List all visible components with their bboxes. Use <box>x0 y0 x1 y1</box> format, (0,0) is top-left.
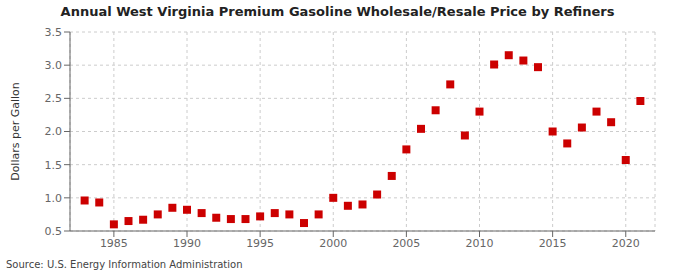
svg-text:1995: 1995 <box>246 237 274 250</box>
svg-text:Dollars per Gallon: Dollars per Gallon <box>9 82 22 181</box>
html-text:Annual West Virginia Premium G: Annual West Virginia Premium Gasoline Wh… <box>60 4 615 19</box>
svg-text:2020: 2020 <box>612 237 640 250</box>
svg-text:2005: 2005 <box>392 237 420 250</box>
html-text:Source: U.S. Energy Informatio: Source: U.S. Energy Information Administ… <box>6 259 243 270</box>
svg-text:3.0: 3.0 <box>45 59 63 72</box>
svg-text:2010: 2010 <box>466 237 494 250</box>
svg-text:2.0: 2.0 <box>45 125 63 138</box>
svg-text:2.5: 2.5 <box>45 92 63 105</box>
svg-text:1985: 1985 <box>100 237 128 250</box>
svg-text:0.5: 0.5 <box>45 225 63 238</box>
svg-text:2000: 2000 <box>319 237 347 250</box>
svg-text:3.5: 3.5 <box>45 26 63 39</box>
svg-text:1990: 1990 <box>173 237 201 250</box>
svg-text:1.5: 1.5 <box>45 159 63 172</box>
svg-text:1.0: 1.0 <box>45 192 63 205</box>
svg-text:2015: 2015 <box>539 237 567 250</box>
